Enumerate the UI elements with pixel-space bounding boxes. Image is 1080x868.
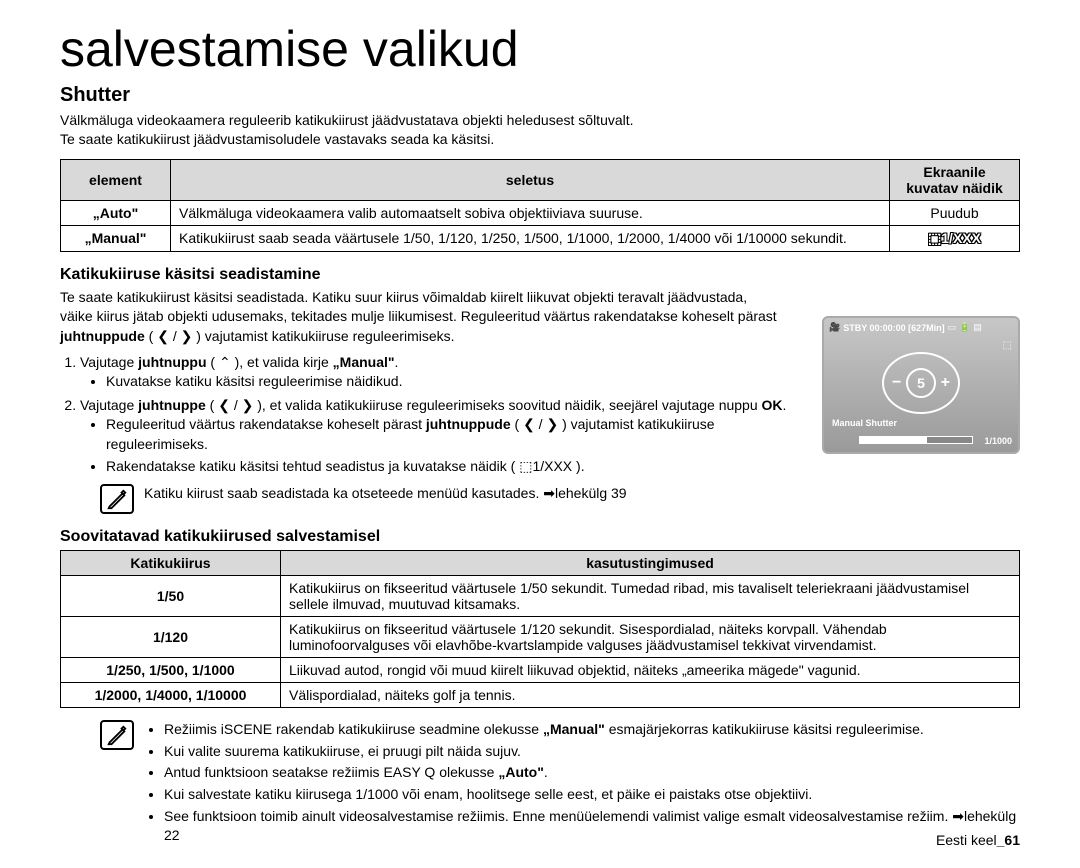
note-item: Kui salvestate katiku kiirusega 1/1000 v… bbox=[164, 785, 1020, 805]
page-title: salvestamise valikud bbox=[60, 20, 1020, 78]
step-2-bullet-2: Rakendatakse katiku käsitsi tehtud seadi… bbox=[106, 457, 800, 477]
shutter-speed-table: Katikukiirus kasutustingimused 1/50 Kati… bbox=[60, 550, 1020, 708]
step-2: Vajutage juhtnuppe ( ❮ / ❯ ), et valida … bbox=[80, 396, 800, 476]
th-speed: Katikukiirus bbox=[61, 551, 281, 576]
adjustment-dial: − 5 + bbox=[882, 352, 960, 414]
minus-icon: − bbox=[892, 374, 901, 392]
cell-indicator: Puudub bbox=[890, 200, 1020, 225]
table-row: „Manual" Katikukiirust saab seada väärtu… bbox=[61, 225, 1020, 251]
note-text: Katiku kiirust saab seadistada ka otsete… bbox=[144, 484, 627, 504]
card-icon: ▤ bbox=[973, 322, 982, 333]
step-1: Vajutage juhtnuppu ( ⌃ ), et valida kirj… bbox=[80, 353, 800, 392]
table-row: 1/120 Katikukiirus on fikseeritud väärtu… bbox=[61, 617, 1020, 658]
note-item: Antud funktsioon seatakse režiimis EASY … bbox=[164, 763, 1020, 783]
table-row: 1/50 Katikukiirus on fikseeritud väärtus… bbox=[61, 576, 1020, 617]
plus-icon: + bbox=[941, 374, 950, 392]
note-item: See funktsioon toimib ainult videosalves… bbox=[164, 807, 1020, 846]
table-row: 1/2000, 1/4000, 1/10000 Välispordialad, … bbox=[61, 683, 1020, 708]
battery-icon: 🔋 bbox=[959, 322, 970, 333]
step-2-bullet-1: Reguleeritud väärtus rakendatakse kohese… bbox=[106, 415, 800, 454]
cell-element: „Manual" bbox=[61, 225, 171, 251]
subheading-manual: Katikukiiruse käsitsi seadistamine bbox=[60, 266, 1020, 284]
cell-speed: 1/2000, 1/4000, 1/10000 bbox=[61, 683, 281, 708]
page-footer: Eesti keel_61 bbox=[936, 832, 1020, 848]
step-1-bullet: Kuvatakse katiku käsitsi reguleerimise n… bbox=[106, 372, 800, 392]
options-table: element seletus Ekraanile kuvatav näidik… bbox=[60, 159, 1020, 252]
display-mode-label: Manual Shutter bbox=[832, 418, 897, 428]
cell-desc: Välkmäluga videokaamera valib automaatse… bbox=[171, 200, 890, 225]
level-bar bbox=[859, 436, 973, 444]
note-icon bbox=[100, 720, 134, 750]
note-item: Kui valite suurema katikukiiruse, ei pru… bbox=[164, 742, 1020, 762]
manual-steps: Vajutage juhtnuppu ( ⌃ ), et valida kirj… bbox=[80, 353, 800, 477]
th-conditions: kasutustingimused bbox=[281, 551, 1020, 576]
format-icon: ⬚ bbox=[1003, 340, 1012, 351]
stby-text: STBY 00:00:00 [627Min] bbox=[843, 323, 944, 333]
cell-condition: Välispordialad, näiteks golf ja tennis. bbox=[281, 683, 1020, 708]
note-icon bbox=[100, 484, 134, 514]
section-heading-shutter: Shutter bbox=[60, 84, 1020, 107]
cell-condition: Katikukiirus on fikseeritud väärtusele 1… bbox=[281, 576, 1020, 617]
display-top-bar: 🎥 STBY 00:00:00 [627Min] ▭ 🔋 ▤ bbox=[824, 318, 1018, 335]
cell-desc: Katikukiirust saab seada väärtusele 1/50… bbox=[171, 225, 890, 251]
th-element: element bbox=[61, 159, 171, 200]
cell-speed: 1/120 bbox=[61, 617, 281, 658]
intro-text: Välkmäluga videokaamera reguleerib katik… bbox=[60, 111, 1020, 149]
table-row: 1/250, 1/500, 1/1000 Liikuvad autod, ron… bbox=[61, 658, 1020, 683]
cell-speed: 1/250, 1/500, 1/1000 bbox=[61, 658, 281, 683]
note-shortcut: Katiku kiirust saab seadistada ka otsete… bbox=[100, 484, 1020, 514]
notes-list: Režiimis iSCENE rakendab katikukiiruse s… bbox=[164, 720, 1020, 848]
cell-indicator: ⬚1/XXX bbox=[890, 225, 1020, 251]
cell-element: „Auto" bbox=[61, 200, 171, 225]
th-indicator: Ekraanile kuvatav näidik bbox=[890, 159, 1020, 200]
camera-icon: 🎥 bbox=[829, 322, 840, 333]
display-panel: 🎥 STBY 00:00:00 [627Min] ▭ 🔋 ▤ ⬚ − 5 + M… bbox=[822, 316, 1020, 454]
cell-condition: Liikuvad autod, rongid või muud kiirelt … bbox=[281, 658, 1020, 683]
cell-speed: 1/50 bbox=[61, 576, 281, 617]
table-row: „Auto" Välkmäluga videokaamera valib aut… bbox=[61, 200, 1020, 225]
storage-icon: ▭ bbox=[948, 322, 957, 333]
notes-block: Režiimis iSCENE rakendab katikukiiruse s… bbox=[100, 720, 1020, 848]
th-description: seletus bbox=[171, 159, 890, 200]
dial-value: 5 bbox=[906, 368, 936, 398]
cell-condition: Katikukiirus on fikseeritud väärtusele 1… bbox=[281, 617, 1020, 658]
manual-paragraph: Te saate katikukiirust käsitsi seadistad… bbox=[60, 288, 780, 347]
display-value: 1/1000 bbox=[984, 436, 1012, 446]
subheading-recommended: Soovitatavad katikukiirused salvestamise… bbox=[60, 528, 1020, 546]
note-item: Režiimis iSCENE rakendab katikukiiruse s… bbox=[164, 720, 1020, 740]
